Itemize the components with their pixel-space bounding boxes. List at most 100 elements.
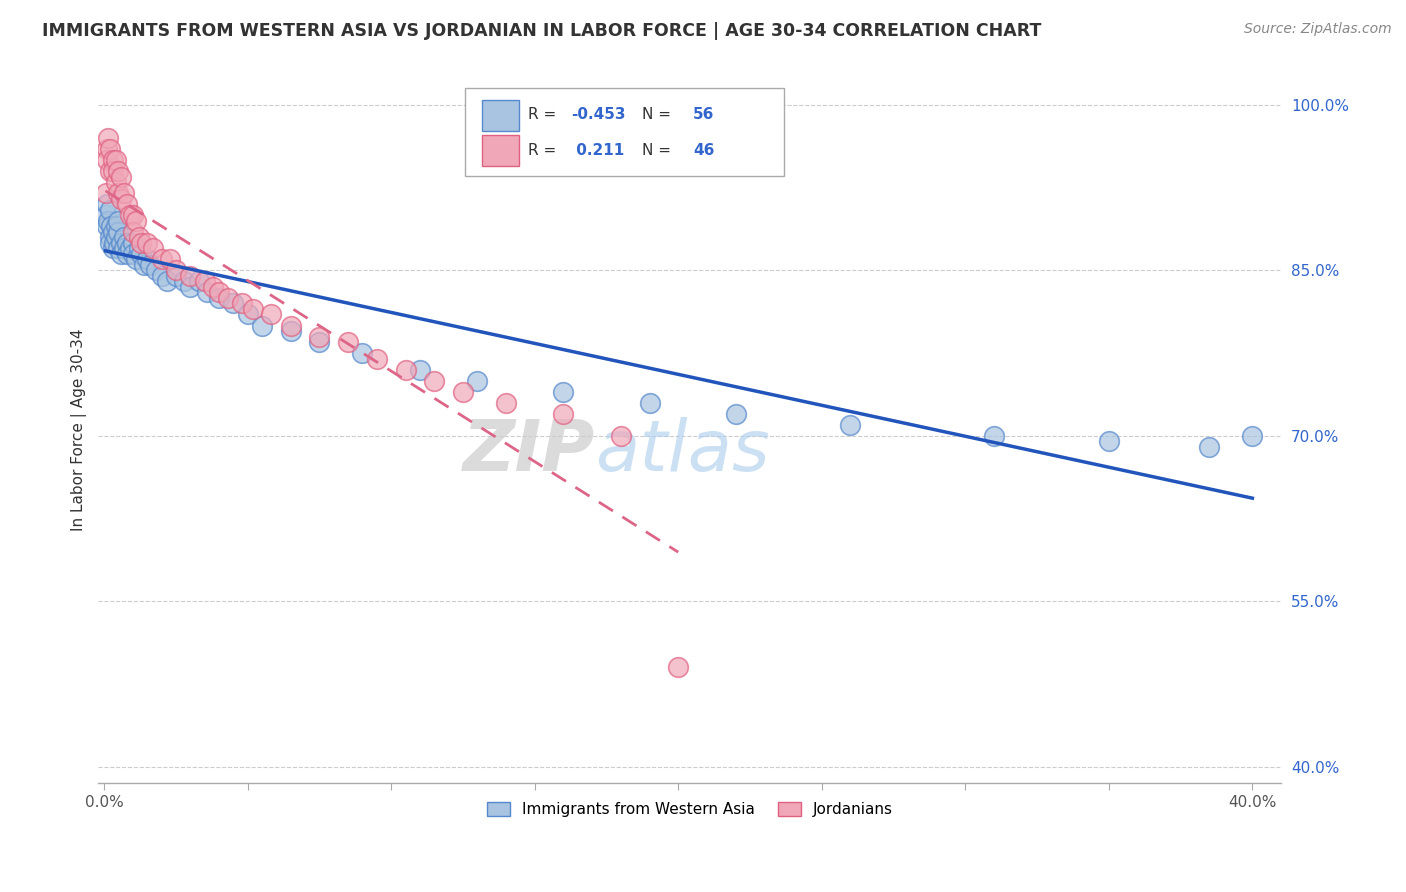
Point [142,241,165,255]
Text: atlas: atlas [595,417,769,486]
Text: R =: R = [527,144,561,158]
Point [98,142,121,156]
Legend: Immigrants from Western Asia, Jordanians: Immigrants from Western Asia, Jordanians [479,795,900,825]
Point [173,274,195,288]
Point [101,153,124,168]
Point [222,296,245,310]
Point [156,274,179,288]
Point [98,230,121,244]
Text: 0.211: 0.211 [571,144,624,158]
Point [394,362,416,376]
Point [131,235,153,250]
Point [121,208,143,222]
Point [465,374,488,388]
Point [451,384,474,399]
FancyBboxPatch shape [482,100,519,131]
Point [208,285,231,300]
Point [112,241,135,255]
Point [98,164,121,178]
Point [107,164,129,178]
Point [250,318,273,333]
Point [110,235,132,250]
Point [352,346,374,360]
Point [100,219,122,234]
Y-axis label: In Labor Force | Age 30-34: In Labor Force | Age 30-34 [72,329,87,532]
Point [103,235,125,250]
Text: N =: N = [643,107,676,122]
Point [104,230,127,244]
Point [98,235,121,250]
Text: N =: N = [643,144,676,158]
FancyBboxPatch shape [482,136,519,166]
Point [187,274,209,288]
Point [101,225,124,239]
Point [366,351,388,366]
Point [150,252,173,267]
Point [280,318,302,333]
Point [242,301,264,316]
Point [139,258,162,272]
Point [308,334,330,349]
Point [98,202,121,217]
Point [110,169,132,184]
Point [131,247,153,261]
Point [107,213,129,227]
Point [118,241,141,255]
Point [136,235,159,250]
Point [202,280,225,294]
Point [1241,429,1264,443]
Point [1198,440,1220,454]
Point [124,213,146,227]
Point [724,407,747,421]
Point [409,362,432,376]
Point [666,660,689,674]
Point [179,280,201,294]
Point [1098,434,1121,449]
Point [231,296,253,310]
Point [110,247,132,261]
Point [128,230,150,244]
Point [94,186,117,201]
Point [96,197,118,211]
Point [337,334,360,349]
Point [136,252,159,267]
Point [236,308,259,322]
Point [495,395,517,409]
Text: ZIP: ZIP [463,417,595,486]
Point [121,235,143,250]
FancyBboxPatch shape [465,88,785,177]
Text: R =: R = [527,107,561,122]
Point [96,219,118,234]
Point [983,429,1005,443]
Point [280,324,302,338]
Point [97,213,120,227]
Text: -0.453: -0.453 [571,107,626,122]
Point [96,142,118,156]
Point [553,407,575,421]
Point [104,219,127,234]
Point [423,374,446,388]
Point [150,268,173,283]
Point [101,241,124,255]
Point [308,329,330,343]
Point [115,235,138,250]
Point [193,274,215,288]
Point [553,384,575,399]
Point [159,252,181,267]
Point [128,241,150,255]
Text: 46: 46 [693,144,714,158]
Point [110,192,132,206]
Point [165,268,187,283]
Point [121,247,143,261]
Point [115,197,138,211]
Point [839,417,862,432]
Point [124,252,146,267]
Point [145,263,167,277]
Text: Source: ZipAtlas.com: Source: ZipAtlas.com [1244,22,1392,37]
Point [112,230,135,244]
Point [259,308,281,322]
Point [179,268,201,283]
Point [638,395,661,409]
Point [104,153,127,168]
Point [97,131,120,145]
